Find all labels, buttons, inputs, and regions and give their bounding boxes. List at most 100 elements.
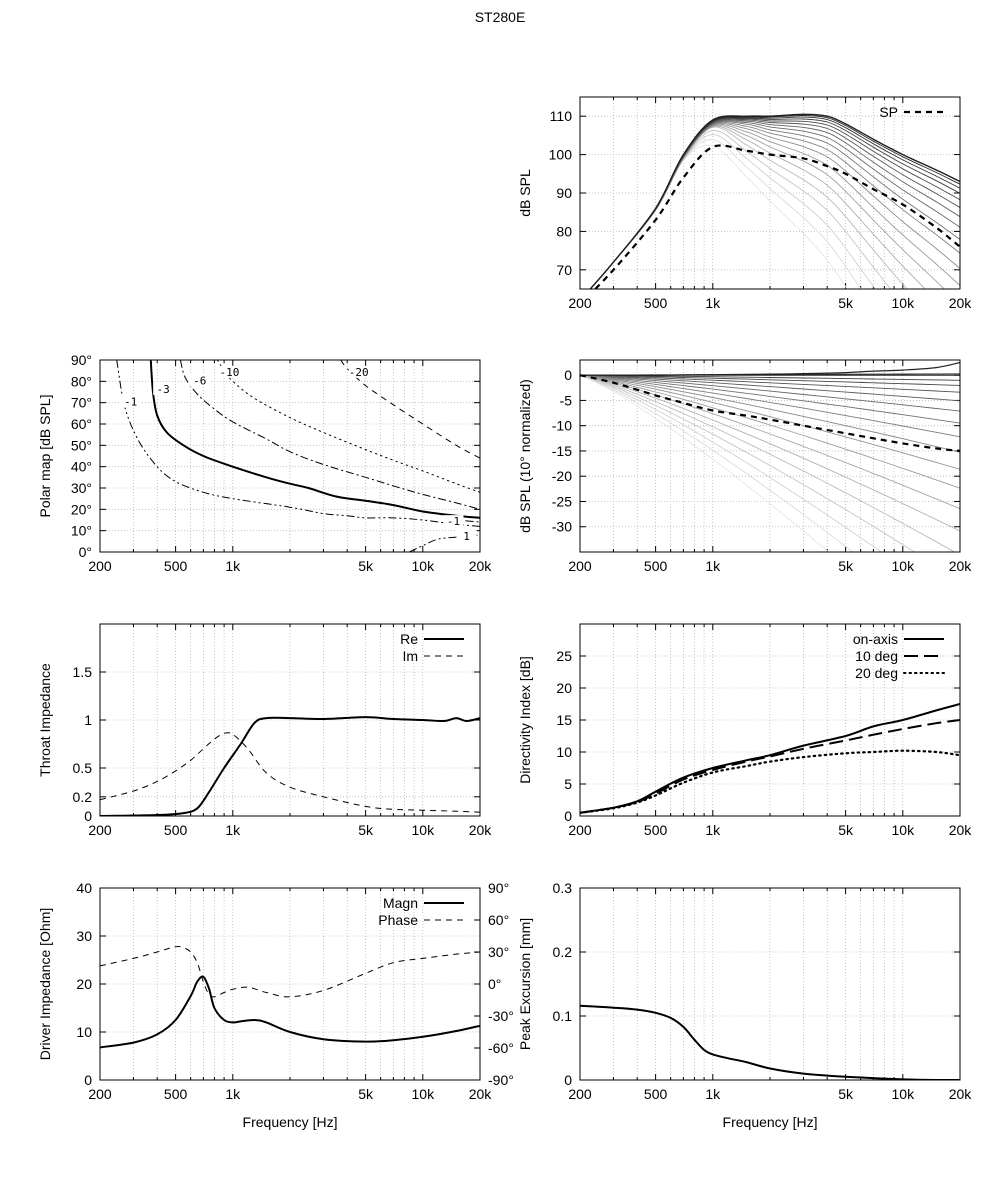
- y-tick-label: -5: [560, 392, 573, 408]
- y2-tick-label: -90°: [488, 1072, 514, 1088]
- x-tick-label: 10k: [892, 822, 916, 838]
- y-tick-label: 80°: [71, 373, 92, 389]
- y2-tick-label: -60°: [488, 1040, 514, 1056]
- contour-label-bg: [443, 515, 464, 528]
- plot-frame: [99, 623, 481, 817]
- x-tick-label: 1k: [705, 295, 721, 311]
- y-tick-label: 0.3: [553, 880, 573, 896]
- plot-area: [589, 113, 960, 289]
- off-axis-curve: [580, 374, 960, 386]
- off-axis-curve: [580, 374, 960, 402]
- plot-frame: [579, 887, 961, 1081]
- y2-tick-label: 90°: [488, 880, 509, 896]
- y-tick-label: 30: [76, 928, 92, 944]
- x-tick-label: 20k: [469, 822, 493, 838]
- contour-label: -1: [447, 515, 460, 528]
- plot-area: -1-3-6-10 -20-11: [116, 360, 480, 552]
- page-title: ST280E: [474, 9, 526, 25]
- plot-frame: [579, 96, 961, 290]
- x-tick-label: 200: [88, 1086, 112, 1102]
- contour-label-bg: [456, 530, 477, 543]
- off-axis-curve: [580, 374, 960, 393]
- y-axis-label: Driver Impedance [Ohm]: [37, 908, 53, 1061]
- contour-label: -10: [219, 366, 239, 379]
- x-tick-label: 1k: [705, 1086, 721, 1102]
- x-tick-label: 200: [568, 295, 592, 311]
- y-tick-label: 40°: [71, 459, 92, 475]
- x-tick-label: 5k: [838, 295, 854, 311]
- x-tick-label: 500: [164, 822, 188, 838]
- contour-label-bg: [120, 395, 141, 408]
- y-tick-label: -30: [552, 519, 572, 535]
- x-axis-label: Frequency [Hz]: [243, 1114, 338, 1130]
- series-line: [580, 374, 960, 452]
- plot-frame: [99, 359, 481, 553]
- y-tick-label: 30°: [71, 480, 92, 496]
- y-tick-label: 70: [556, 262, 572, 278]
- x-tick-label: 5k: [838, 558, 854, 574]
- x-tick-label: 500: [644, 558, 668, 574]
- y-tick-label: 90: [556, 185, 572, 201]
- off-axis-curve: [580, 374, 960, 453]
- y-tick-label: 0: [84, 1072, 92, 1088]
- contour-line: [116, 360, 480, 527]
- series-line: [580, 719, 960, 814]
- y-tick-label: 20: [556, 680, 572, 696]
- off-axis-curve: [580, 374, 960, 424]
- y-tick-label: 10: [556, 744, 572, 760]
- series-line: [580, 361, 960, 376]
- y2-tick-label: -30°: [488, 1008, 514, 1024]
- off-axis-curve: [580, 374, 960, 381]
- series-line: [580, 1004, 960, 1080]
- x-tick-label: 10k: [892, 295, 916, 311]
- plot-area: [100, 716, 480, 816]
- legend-label: 20 deg: [855, 665, 898, 681]
- y-axis-label: Throat Impedance: [37, 663, 53, 777]
- off-axis-curve: [580, 374, 960, 532]
- legend-label: Phase: [378, 912, 418, 928]
- off-axis-curve: [580, 374, 960, 412]
- chart-norm: 200 500 1k 5k 10k 20k 0 -5 -10 -15 -20 -25 -30 dB SPL…: [517, 359, 972, 574]
- legend-label: Re: [400, 631, 418, 647]
- x-tick-label: 200: [568, 822, 592, 838]
- contour-label: 1: [463, 530, 470, 543]
- y-tick-label: 90°: [71, 352, 92, 368]
- plot-area: [100, 945, 480, 1049]
- y-axis-label: dB SPL: [517, 169, 533, 217]
- x-tick-label: 200: [88, 558, 112, 574]
- y-tick-label: -15: [552, 443, 572, 459]
- series-line: [100, 716, 480, 816]
- contour-line: [216, 360, 480, 493]
- x-tick-label: 10k: [412, 1086, 436, 1102]
- contour-label: -20: [349, 366, 369, 379]
- x-tick-label: 5k: [838, 1086, 854, 1102]
- plot-frame: [99, 887, 481, 1081]
- x-tick-label: 20k: [469, 558, 493, 574]
- contour-label-bg: [219, 365, 240, 378]
- x-tick-label: 5k: [838, 822, 854, 838]
- x-tick-label: 1k: [225, 1086, 241, 1102]
- off-axis-curve: [589, 120, 960, 289]
- x-tick-label: 200: [568, 558, 592, 574]
- y-tick-label: 5: [564, 776, 572, 792]
- x-tick-label: 500: [644, 295, 668, 311]
- chart-di: 200 500 1k 5k 10k 20k 0 5 10 15 20 25 Directivity In…: [517, 623, 972, 838]
- y-tick-label: 0: [564, 1072, 572, 1088]
- contour-line: [179, 360, 480, 510]
- x-tick-label: 5k: [358, 1086, 374, 1102]
- contour-line: [340, 360, 480, 459]
- chart-excursion: 200 500 1k 5k 10k 20k 0 0.1 0.2 0.3 Peak Excursion…: [517, 880, 972, 1130]
- off-axis-curve: [580, 374, 960, 489]
- x-tick-label: 500: [644, 1086, 668, 1102]
- y2-tick-label: 0°: [488, 976, 501, 992]
- x-tick-label: 5k: [358, 558, 374, 574]
- y-axis-label: Directivity Index [dB]: [517, 656, 533, 784]
- legend-label: SP: [879, 104, 898, 120]
- x-tick-label: 20k: [469, 1086, 493, 1102]
- contour-label-bg: [189, 374, 210, 387]
- contour-line: [149, 360, 480, 519]
- plot-area: [580, 703, 960, 814]
- x-tick-label: 20k: [949, 1086, 973, 1102]
- legend-label: 10 deg: [855, 648, 898, 664]
